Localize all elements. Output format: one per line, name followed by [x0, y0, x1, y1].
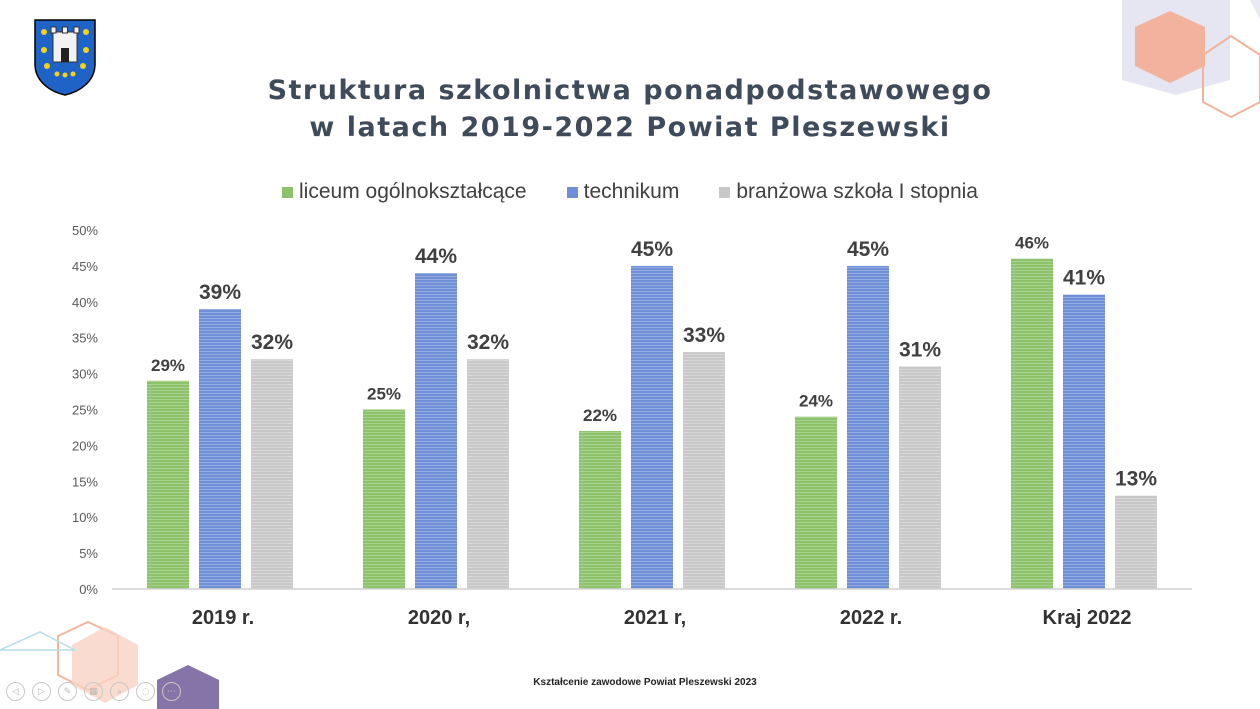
data-label-liceum: 29% — [151, 356, 185, 375]
y-tick-label: 35% — [72, 331, 98, 346]
x-category-label: 2020 r, — [408, 607, 470, 629]
bar-texture — [467, 359, 509, 589]
zoom-icon[interactable]: ⌕ — [110, 682, 129, 701]
next-slide-icon[interactable]: ▷ — [32, 682, 51, 701]
more-icon[interactable]: ⋯ — [162, 682, 181, 701]
bar-texture — [1063, 294, 1105, 589]
legend-item-technikum: technikum — [566, 180, 680, 204]
bar-texture — [251, 359, 293, 589]
x-category-label: 2022 r. — [840, 607, 902, 629]
x-category-label: 2019 r. — [192, 607, 254, 629]
y-tick-label: 50% — [72, 223, 98, 238]
bar-texture — [847, 265, 889, 589]
data-label-technikum: 44% — [415, 245, 457, 268]
data-label-technikum: 45% — [631, 238, 673, 261]
legend-item-branzowa: branżowa szkoła I stopnia — [719, 180, 978, 204]
bar-texture — [795, 416, 837, 589]
y-tick-label: 30% — [72, 367, 98, 382]
legend-label-technikum: technikum — [583, 180, 680, 203]
x-category-label: 2021 r, — [624, 607, 686, 629]
bar-texture — [683, 352, 725, 589]
legend-swatch-branzowa — [719, 186, 731, 198]
bar-texture — [199, 308, 241, 589]
data-label-branzowa: 31% — [899, 338, 941, 361]
bar-texture — [631, 265, 673, 589]
bar-texture — [1115, 495, 1157, 589]
legend-label-liceum: liceum ogólnokształcące — [299, 180, 527, 203]
data-label-liceum: 24% — [799, 392, 833, 411]
legend-swatch-technikum — [566, 186, 578, 198]
x-axis: 2019 r. 2020 r, 2021 r, 2022 r. Kraj 2022 — [112, 588, 1192, 629]
legend-label-branzowa: branżowa szkoła I stopnia — [736, 180, 978, 203]
data-label-technikum: 41% — [1063, 267, 1105, 290]
data-label-liceum: 22% — [583, 406, 617, 425]
data-label-branzowa: 32% — [467, 331, 509, 354]
y-tick-label: 40% — [72, 295, 98, 310]
y-tick-label: 0% — [79, 582, 98, 597]
y-axis: 0% 5% 10% 15% 20% 25% 30% 35% 40% 45% 50% — [72, 223, 98, 597]
legend-item-liceum: liceum ogólnokształcące — [282, 180, 527, 204]
bar-texture — [1011, 258, 1053, 589]
x-category-label: Kraj 2022 — [1043, 607, 1132, 629]
y-tick-label: 15% — [72, 474, 98, 489]
data-label-technikum: 45% — [847, 238, 889, 261]
pointer-icon[interactable]: ◌ — [136, 682, 155, 701]
prev-slide-icon[interactable]: ◁ — [6, 682, 25, 701]
data-label-branzowa: 33% — [683, 324, 725, 347]
bar-texture — [579, 431, 621, 589]
coat-of-arms-icon — [34, 19, 96, 96]
bar-texture — [899, 366, 941, 589]
title-line-1: Struktura szkolnictwa ponadpodstawowego — [267, 75, 993, 106]
y-tick-label: 5% — [79, 546, 98, 561]
y-tick-label: 20% — [72, 438, 98, 453]
y-tick-label: 10% — [72, 510, 98, 525]
data-label-branzowa: 32% — [251, 331, 293, 354]
chart-legend: liceum ogólnokształcące technikum branżo… — [0, 180, 1260, 204]
bar-texture — [363, 409, 405, 589]
footer-text: Kształcenie zawodowe Powiat Pleszewski 2… — [533, 677, 757, 688]
bars: 29% 39% 32% 25% 44% 32% 22% 45% 33% 24% 45% 31% 46% 4… — [147, 234, 1157, 589]
data-label-liceum: 25% — [367, 385, 401, 404]
title-line-2: w latach 2019-2022 Powiat Pleszewski — [309, 112, 951, 143]
y-tick-label: 25% — [72, 403, 98, 418]
data-label-liceum: 46% — [1015, 234, 1049, 253]
y-tick-label: 45% — [72, 259, 98, 274]
slide-controls: ◁ ▷ ✎ ▦ ⌕ ◌ ⋯ — [6, 682, 188, 701]
slides-grid-icon[interactable]: ▦ — [84, 682, 103, 701]
page-title: Struktura szkolnictwa ponadpodstawowego … — [0, 72, 1260, 146]
data-label-branzowa: 13% — [1115, 468, 1157, 491]
legend-swatch-liceum — [282, 186, 293, 198]
bar-texture — [415, 273, 457, 589]
pen-icon[interactable]: ✎ — [58, 682, 77, 701]
bar-texture — [147, 380, 189, 589]
data-label-technikum: 39% — [199, 281, 241, 304]
